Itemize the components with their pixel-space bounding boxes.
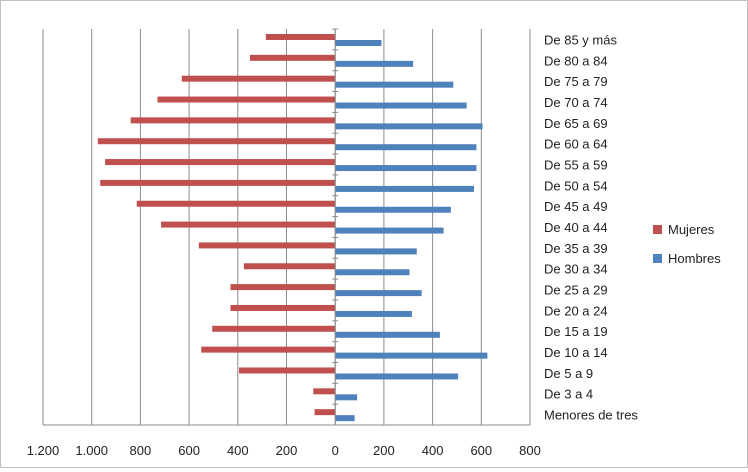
x-tick-label: 400 bbox=[227, 443, 249, 458]
bar-hombres bbox=[335, 394, 358, 401]
bar-hombres bbox=[335, 123, 483, 130]
category-label: De 20 a 24 bbox=[544, 303, 608, 318]
category-label: De 50 a 54 bbox=[544, 178, 608, 193]
bar-mujeres bbox=[313, 388, 336, 395]
x-tick-label: 800 bbox=[130, 443, 152, 458]
bar-hombres bbox=[335, 290, 422, 297]
legend-swatch-mujeres bbox=[653, 225, 662, 234]
x-tick-label: 600 bbox=[178, 443, 200, 458]
bar-hombres bbox=[335, 40, 382, 46]
bar-mujeres bbox=[100, 179, 336, 186]
bar-mujeres bbox=[105, 159, 336, 166]
bar-hombres bbox=[335, 248, 417, 255]
category-label: De 30 a 34 bbox=[544, 262, 608, 277]
bar-mujeres bbox=[136, 200, 336, 207]
bar-mujeres bbox=[161, 221, 336, 228]
x-tick-label: 0 bbox=[332, 443, 339, 458]
bar-mujeres bbox=[265, 34, 336, 40]
bar-hombres bbox=[335, 165, 477, 172]
category-label: De 15 a 19 bbox=[544, 324, 608, 339]
x-tick-label: 200 bbox=[276, 443, 298, 458]
bar-mujeres bbox=[230, 284, 336, 291]
category-label: De 65 a 69 bbox=[544, 116, 608, 131]
category-label: De 70 a 74 bbox=[544, 95, 608, 110]
category-label: De 60 a 64 bbox=[544, 137, 608, 152]
x-tick-label: 400 bbox=[422, 443, 444, 458]
legend-swatch-hombres bbox=[653, 254, 662, 263]
bar-hombres bbox=[335, 269, 410, 276]
bar-hombres bbox=[335, 206, 451, 213]
bar-hombres bbox=[335, 185, 474, 192]
category-label: De 25 a 29 bbox=[544, 283, 608, 298]
bar-hombres bbox=[335, 81, 454, 88]
category-label: De 85 y más bbox=[544, 32, 617, 47]
bar-mujeres bbox=[230, 304, 336, 311]
bar-mujeres bbox=[212, 325, 336, 332]
category-label: De 55 a 59 bbox=[544, 157, 608, 172]
bar-mujeres bbox=[201, 346, 336, 353]
bar-hombres bbox=[335, 60, 414, 67]
x-tick-label: 1.200 bbox=[27, 443, 60, 458]
category-label: De 35 a 39 bbox=[544, 241, 608, 256]
category-label: De 40 a 44 bbox=[544, 220, 608, 235]
bar-hombres bbox=[335, 310, 412, 317]
bar-hombres bbox=[335, 373, 459, 380]
category-label: De 5 a 9 bbox=[544, 366, 593, 381]
bar-mujeres bbox=[239, 367, 336, 374]
category-label: De 80 a 84 bbox=[544, 53, 608, 68]
category-label: De 75 a 79 bbox=[544, 74, 608, 89]
bar-mujeres bbox=[97, 138, 336, 145]
bar-hombres bbox=[335, 415, 355, 422]
legend-label-mujeres: Mujeres bbox=[668, 222, 715, 237]
bar-mujeres bbox=[157, 96, 336, 103]
bar-mujeres bbox=[243, 263, 336, 270]
category-label: De 45 a 49 bbox=[544, 199, 608, 214]
bar-hombres bbox=[335, 144, 477, 151]
bar-mujeres bbox=[181, 75, 336, 82]
bar-hombres bbox=[335, 227, 444, 234]
category-label: Menores de tres bbox=[544, 408, 638, 423]
x-tick-label: 200 bbox=[373, 443, 395, 458]
bar-mujeres bbox=[249, 54, 336, 61]
legend-label-hombres: Hombres bbox=[668, 251, 721, 266]
bar-hombres bbox=[335, 352, 488, 359]
x-tick-label: 1.000 bbox=[75, 443, 108, 458]
bar-hombres bbox=[335, 102, 467, 109]
bar-mujeres bbox=[130, 117, 336, 124]
x-tick-label: 800 bbox=[519, 443, 541, 458]
bar-hombres bbox=[335, 331, 440, 338]
bar-mujeres bbox=[198, 242, 336, 249]
bar-mujeres bbox=[314, 409, 336, 416]
category-label: De 3 a 4 bbox=[544, 387, 593, 402]
x-tick-label: 600 bbox=[470, 443, 492, 458]
category-label: De 10 a 14 bbox=[544, 345, 608, 360]
